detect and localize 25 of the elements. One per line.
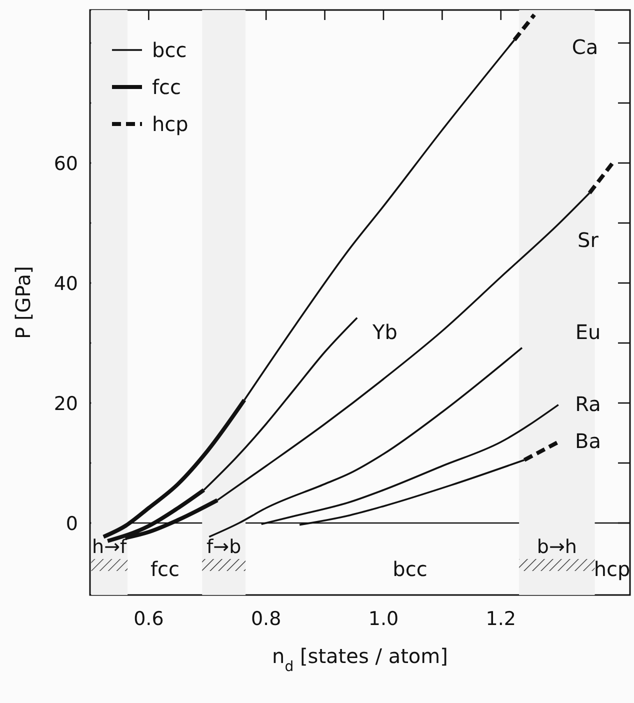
x-tick-label: 0.8: [250, 608, 282, 630]
annotation: Ba: [575, 429, 601, 453]
y-axis-title: P [GPa]: [11, 266, 35, 339]
x-axis-title: n$_{d}$ [states / atom]: [272, 644, 448, 675]
x-tick-label: 0.6: [134, 608, 164, 630]
x-tick-label: 1.0: [368, 608, 399, 630]
y-tick-label: 40: [54, 273, 78, 295]
band-label: f→b: [206, 536, 242, 558]
legend-label: bcc: [152, 38, 187, 62]
annotation: Sr: [578, 228, 600, 252]
annotation: Ca: [572, 35, 598, 59]
y-tick-label: 0: [66, 513, 78, 535]
annotation: fcc: [150, 557, 180, 581]
annotation: Eu: [575, 320, 601, 344]
annotation: bcc: [392, 557, 428, 581]
annotation: hcp: [594, 557, 630, 581]
annotation: Yb: [372, 320, 398, 344]
x-tick-label: 1.2: [486, 608, 516, 630]
legend-label: fcc: [152, 75, 182, 99]
band-label: b→h: [536, 536, 577, 558]
legend-label: hcp: [152, 112, 188, 136]
annotation: Ra: [575, 392, 601, 416]
band-label: h→f: [92, 536, 128, 558]
y-tick-label: 20: [54, 393, 78, 415]
y-tick-label: 60: [54, 153, 78, 175]
